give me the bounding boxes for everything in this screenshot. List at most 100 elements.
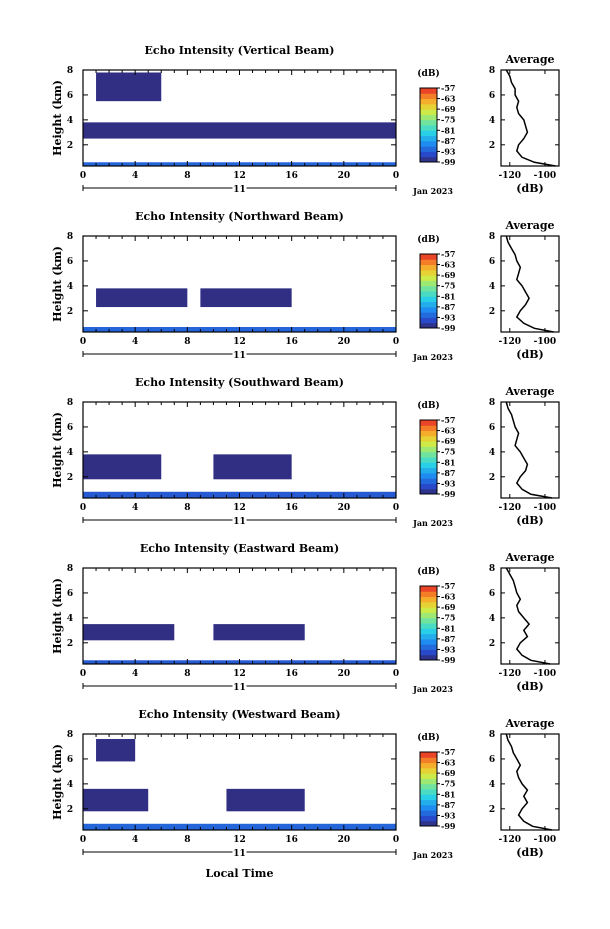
- panel-4-colorbar-segment: [420, 617, 437, 624]
- panel-1-colorbar-segment: [420, 103, 437, 110]
- panel-3-profile-y-tick-label: 4: [489, 448, 495, 458]
- panel-4-colorbar-tick-label: -81: [441, 623, 455, 633]
- panel-4-date-day: 11: [233, 683, 246, 693]
- panel-5-colorbar-segment: [420, 799, 437, 806]
- panel-3-colorbar-segment: [420, 430, 437, 437]
- panel-5-profile-x-label: (dB): [516, 846, 543, 859]
- panel-5-profile-frame: [500, 733, 560, 831]
- panel-5-colorbar-tick-label: -69: [441, 768, 456, 778]
- panel-2-y-tick-label: 2: [67, 307, 73, 317]
- x-axis-label: Local Time: [206, 867, 274, 880]
- panel-3-colorbar-frame: [419, 419, 438, 495]
- panel-1-colorbar-tick-label: -99: [441, 157, 456, 167]
- panel-2-y-tick-label: 4: [67, 282, 73, 292]
- panel-5-colorbar-segment: [420, 778, 437, 785]
- panel-3-echo-layer-2: [83, 454, 162, 480]
- panel-3-colorbar-tick-label: -81: [441, 457, 455, 467]
- panel-4-colorbar-segment: [420, 654, 437, 661]
- panel-2-colorbar-tick-label: -87: [441, 302, 455, 312]
- panel-5-y-tick-label: 4: [67, 780, 73, 790]
- panel-3-y-axis-label: Height (km): [51, 412, 64, 488]
- panel-4-colorbar-segment: [420, 649, 437, 656]
- panel-3-profile-title: Average: [504, 385, 554, 398]
- panel-2-colorbar-segment: [420, 296, 437, 303]
- panel-2-colorbar-segment: [420, 291, 437, 297]
- panel-5-colorbar-segment: [420, 757, 437, 764]
- panel-3-x-tick-label: 0: [80, 503, 86, 513]
- panel-2-colorbar-segment: [420, 322, 437, 329]
- panel-5-y-tick-label: 2: [67, 805, 73, 815]
- panel-2-colorbar-segment: [420, 280, 437, 287]
- panel-5-colorbar-tick-label: -81: [441, 789, 455, 799]
- panel-3-colorbar-segment: [420, 462, 437, 469]
- panel-5-x-tick-label: 12: [233, 835, 246, 845]
- panel-1-profile-y-tick-label: 6: [489, 91, 495, 101]
- panel-3-x-tick-label: 8: [184, 503, 190, 513]
- panel-1-colorbar-tick-label: -93: [441, 146, 456, 156]
- panel-4-colorbar-segment: [420, 601, 437, 608]
- panel-2-profile-x-label: (dB): [516, 348, 543, 361]
- panel-4-colorbar-segment: [420, 612, 437, 619]
- panel-3-y-tick-label: 6: [67, 423, 73, 433]
- panel-4-colorbar-tick-label: -57: [441, 581, 455, 591]
- panel-5-colorbar-segment: [420, 794, 437, 801]
- panel-5-colorbar-tick-label: -87: [441, 800, 455, 810]
- panel-1-colorbar-segment: [420, 114, 437, 121]
- panel-5-title: Echo Intensity (Westward Beam): [138, 708, 340, 721]
- panel-5-colorbar-units: (dB): [417, 732, 439, 743]
- panel-1-profile-title: Average: [504, 53, 554, 66]
- panel-1-profile-line: [505, 69, 556, 167]
- panel-1-colorbar-segment: [420, 130, 437, 137]
- panel-2-profile-y-tick-label: 4: [489, 282, 495, 292]
- panel-1-x-tick-label: 0: [80, 171, 86, 181]
- panel-2-colorbar-frame: [419, 253, 438, 329]
- panel-2-profile-x-tick-label: -120: [499, 337, 522, 347]
- panel-3-profile-x-tick-label: -120: [499, 503, 522, 513]
- panel-4-x-tick-label: 8: [184, 669, 190, 679]
- panel-3-profile-y-tick-label: 6: [489, 423, 495, 433]
- panel-4-colorbar-segment: [420, 623, 437, 629]
- panel-4-colorbar-segment: [420, 596, 437, 603]
- panel-4-y-tick-label: 2: [67, 639, 73, 649]
- panel-1-colorbar-segment: [420, 93, 437, 100]
- panel-3-colorbar-tick-label: -69: [441, 436, 456, 446]
- panel-1-date-month: Jan 2023: [412, 186, 453, 196]
- panel-2-y-tick-label: 6: [67, 257, 73, 267]
- panel-3-y-tick-label: 4: [67, 448, 73, 458]
- panel-3-title: Echo Intensity (Southward Beam): [135, 376, 344, 389]
- panel-2-colorbar-tick-label: -57: [441, 249, 455, 259]
- panel-2-frame: [82, 235, 397, 333]
- panel-1-profile-x-tick-label: -100: [534, 171, 557, 181]
- panel-5-colorbar-tick-label: -57: [441, 747, 455, 757]
- panel-1-colorbar-tick-label: -69: [441, 104, 456, 114]
- panel-1-x-tick-label: 4: [132, 171, 138, 181]
- panel-4-frame: [82, 567, 397, 665]
- panel-4-y-tick-label: 6: [67, 589, 73, 599]
- panel-1-colorbar-segment: [420, 109, 437, 115]
- panel-1-x-tick-label: 0: [393, 171, 399, 181]
- panel-3-colorbar-segment: [420, 451, 437, 458]
- panel-2-y-tick-label: 8: [67, 232, 73, 242]
- panel-3-y-tick-label: 2: [67, 473, 73, 483]
- panel-4-profile-y-tick-label: 2: [489, 639, 495, 649]
- panel-5-colorbar-segment: [420, 762, 437, 769]
- panel-3-profile-x-label: (dB): [516, 514, 543, 527]
- panel-3-x-tick-label: 0: [393, 503, 399, 513]
- panel-2-colorbar-segment: [420, 312, 437, 318]
- panel-4-echo-layer-2: [83, 624, 175, 641]
- panel-2-date-month: Jan 2023: [412, 352, 453, 362]
- panel-4-x-tick-label: 4: [132, 669, 138, 679]
- panel-2-profile-y-tick-label: 6: [489, 257, 495, 267]
- panel-2-x-tick-label: 4: [132, 337, 138, 347]
- panel-1-colorbar-tick-label: -81: [441, 125, 455, 135]
- panel-4-colorbar-segment: [420, 633, 437, 640]
- panel-1-colorbar-tick-label: -75: [441, 115, 455, 125]
- panel-5-colorbar-segment: [420, 752, 437, 758]
- panel-5-colorbar-tick-label: -75: [441, 779, 455, 789]
- panel-2-colorbar-tick-label: -69: [441, 270, 456, 280]
- panel-1-x-tick-label: 12: [233, 171, 246, 181]
- panel-3-colorbar-tick-label: -75: [441, 447, 455, 457]
- panel-5-y-tick-label: 8: [67, 730, 73, 740]
- panel-2-colorbar-units: (dB): [417, 234, 439, 245]
- panel-5-profile-x-tick-label: -120: [499, 835, 522, 845]
